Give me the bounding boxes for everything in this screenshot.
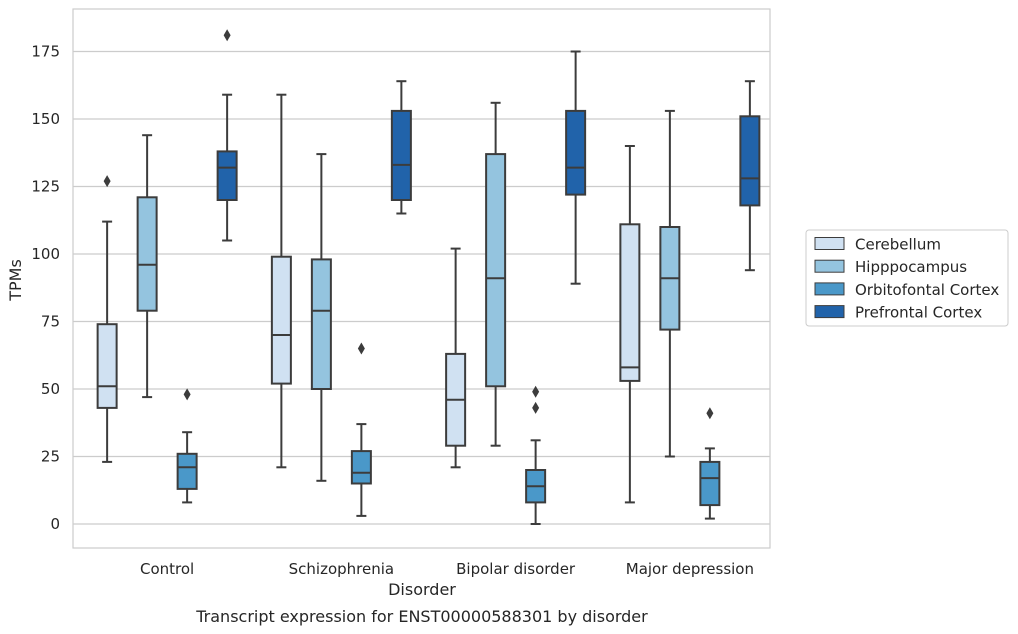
iqr-box — [272, 257, 291, 384]
box-3-2 — [352, 343, 371, 516]
iqr-box — [218, 151, 237, 200]
box-1-3 — [446, 249, 465, 468]
box-1-1 — [98, 175, 117, 462]
x-tick-label-4: Major depression — [626, 560, 754, 578]
box-3-4 — [700, 407, 719, 518]
box-4-3 — [566, 52, 585, 284]
box-2-3 — [486, 103, 505, 446]
legend-swatch-3 — [815, 283, 844, 295]
y-tick-label-50: 50 — [41, 380, 60, 398]
x-tick-labels: Control Schizophrenia Bipolar disorder Majo… — [140, 560, 754, 578]
iqr-box — [620, 224, 639, 381]
y-tick-label-25: 25 — [41, 448, 60, 466]
iqr-box — [700, 462, 719, 505]
iqr-box — [98, 324, 117, 408]
iqr-box — [352, 451, 371, 483]
x-tick-label-3: Bipolar disorder — [456, 560, 576, 578]
legend: Cerebellum Hipppocampus Orbitofontal Corte… — [806, 230, 1008, 326]
iqr-box — [312, 259, 331, 389]
x-axis-title: Disorder — [388, 580, 456, 599]
outlier-point — [706, 407, 713, 419]
box-3-3 — [526, 386, 545, 524]
boxes — [98, 29, 760, 524]
iqr-box — [740, 116, 759, 205]
iqr-box — [138, 197, 157, 310]
legend-swatch-4 — [815, 306, 844, 318]
box-2-4 — [660, 111, 679, 457]
iqr-box — [566, 111, 585, 195]
y-tick-label-75: 75 — [41, 313, 60, 331]
x-tick-label-1: Control — [140, 560, 194, 578]
boxplot-chart: 0 25 50 75 100 125 150 175 Control Schizophrenia… — [0, 0, 1018, 634]
iqr-box — [486, 154, 505, 386]
legend-label-2: Hipppocampus — [855, 258, 967, 276]
box-1-4 — [620, 146, 639, 502]
y-tick-label-175: 175 — [31, 43, 60, 61]
y-tick-label-150: 150 — [31, 110, 60, 128]
outlier-point — [532, 386, 539, 398]
legend-label-1: Cerebellum — [855, 236, 941, 254]
outlier-point — [224, 29, 231, 41]
box-4-2 — [392, 81, 411, 213]
box-2-2 — [312, 154, 331, 481]
box-2-1 — [138, 135, 157, 397]
x-tick-label-2: Schizophrenia — [289, 560, 394, 578]
outlier-point — [104, 175, 111, 187]
y-tick-label-100: 100 — [31, 245, 60, 263]
box-3-1 — [178, 388, 197, 502]
box-1-2 — [272, 95, 291, 468]
legend-swatch-1 — [815, 238, 844, 250]
y-tick-label-0: 0 — [50, 515, 60, 533]
legend-label-4: Prefrontal Cortex — [855, 304, 982, 322]
y-tick-labels: 0 25 50 75 100 125 150 175 — [31, 43, 60, 534]
outlier-point — [358, 343, 365, 355]
box-4-4 — [740, 81, 759, 270]
iqr-box — [178, 454, 197, 489]
iqr-box — [392, 111, 411, 200]
outlier-point — [184, 388, 191, 400]
legend-label-3: Orbitofontal Cortex — [855, 281, 999, 299]
legend-swatch-2 — [815, 260, 844, 272]
box-4-1 — [218, 29, 237, 240]
y-axis-title: TPMs — [6, 259, 25, 302]
y-tick-label-125: 125 — [31, 178, 60, 196]
chart-caption: Transcript expression for ENST0000058830… — [195, 607, 648, 626]
outlier-point — [532, 402, 539, 414]
